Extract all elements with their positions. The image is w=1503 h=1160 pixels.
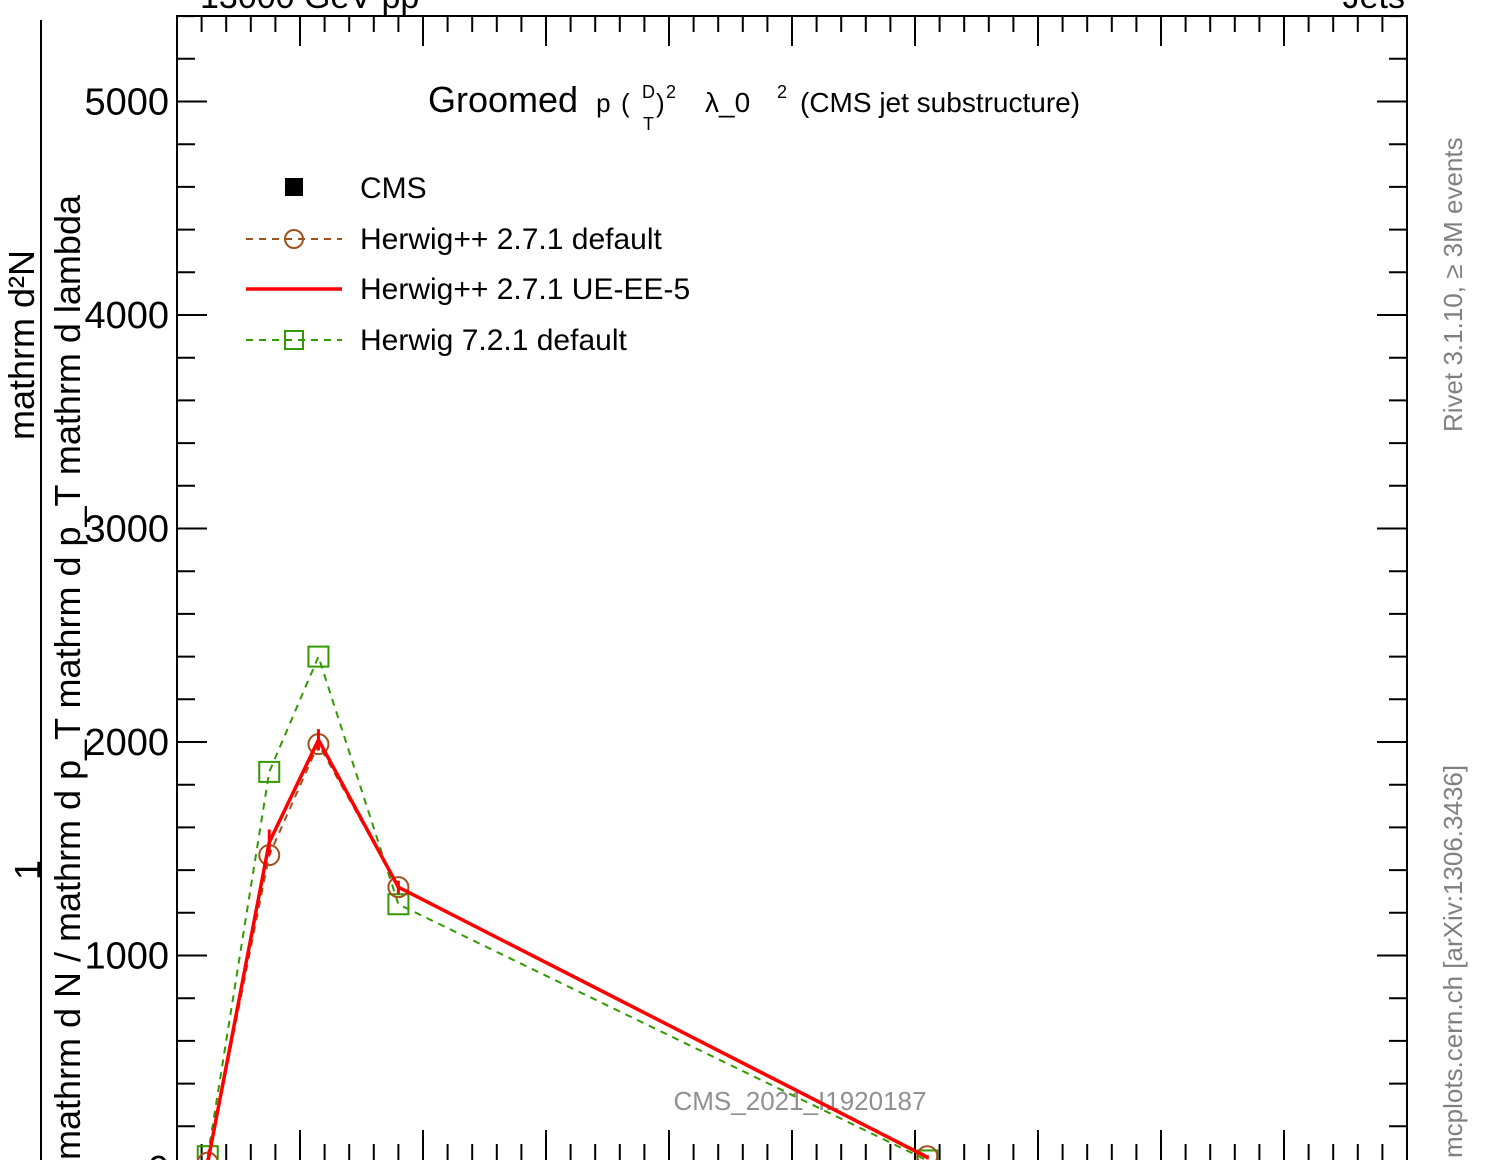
chart-title-tail: (CMS jet substructure) xyxy=(800,87,1080,118)
mcplots-label: mcplots.cern.ch [arXiv:1306.3436] xyxy=(1438,765,1468,1158)
y-tick-label: 4000 xyxy=(84,295,169,337)
chart-title-paren: ) xyxy=(656,88,665,118)
data-point-herwig-default xyxy=(197,1151,219,1160)
header-right-label: Jets xyxy=(1343,0,1405,16)
series-layer xyxy=(196,645,939,1160)
y-axis-label: 1 mathrm d²N mathrm d N / mathrm d p_T m… xyxy=(1,20,88,1160)
data-point-herwig7 xyxy=(196,1145,219,1160)
y-tick-label: 2000 xyxy=(84,722,169,764)
legend-marker-herwig7 xyxy=(284,330,304,350)
legend: CMS Herwig++ 2.7.1 default Herwig++ 2.7.… xyxy=(246,172,690,357)
chart-title-lambda: λ_0 xyxy=(705,87,750,118)
chart-title: Groomed p xyxy=(428,79,611,120)
y-tick-label: 0 xyxy=(148,1149,169,1160)
chart-title-sup-d: D xyxy=(642,82,655,102)
legend-label-herwig-default: Herwig++ 2.7.1 default xyxy=(360,223,663,256)
chart-title-main: Groomed xyxy=(428,79,578,120)
series-line-herwig7 xyxy=(206,653,928,1160)
y-axis-label-denominator: mathrm d N / mathrm d p_T mathrm d p_T m… xyxy=(47,194,88,1160)
chart-title-open-paren: ( xyxy=(621,88,630,118)
header-left-label: 13000 GeV pp xyxy=(200,0,419,16)
y-tick-label: 1000 xyxy=(84,936,169,978)
chart-title-sq2: 2 xyxy=(777,82,787,102)
y-tick-label: 3000 xyxy=(84,509,169,551)
rivet-label: Rivet 3.1.10, ≥ 3M events xyxy=(1438,137,1468,432)
y-tick-label: 5000 xyxy=(84,82,169,124)
legend-label-herwig7: Herwig 7.2.1 default xyxy=(360,324,627,357)
chart-title-p: p xyxy=(596,88,610,118)
axis-ticks xyxy=(176,15,1408,1160)
legend-marker-herwig-default xyxy=(284,229,304,249)
y-axis-label-one: 1 xyxy=(7,860,48,880)
data-point-herwig7 xyxy=(258,760,281,783)
data-point-herwig7 xyxy=(387,893,410,916)
legend-marker-cms xyxy=(285,178,303,196)
legend-label-herwig-ue: Herwig++ 2.7.1 UE-EE-5 xyxy=(360,273,690,306)
chart-title-sub-t: T xyxy=(643,114,654,134)
data-point-herwig-default xyxy=(916,1145,939,1160)
data-point-herwig-default xyxy=(387,876,410,899)
data-point-herwig7 xyxy=(307,645,330,668)
y-axis-label-numerator: mathrm d²N xyxy=(1,250,42,440)
chart-title-sq: 2 xyxy=(666,82,676,102)
legend-label-cms: CMS xyxy=(360,172,427,205)
y-tick-labels: 0 1000 2000 3000 4000 5000 xyxy=(84,82,169,1160)
data-point-herwig7 xyxy=(916,1149,939,1160)
